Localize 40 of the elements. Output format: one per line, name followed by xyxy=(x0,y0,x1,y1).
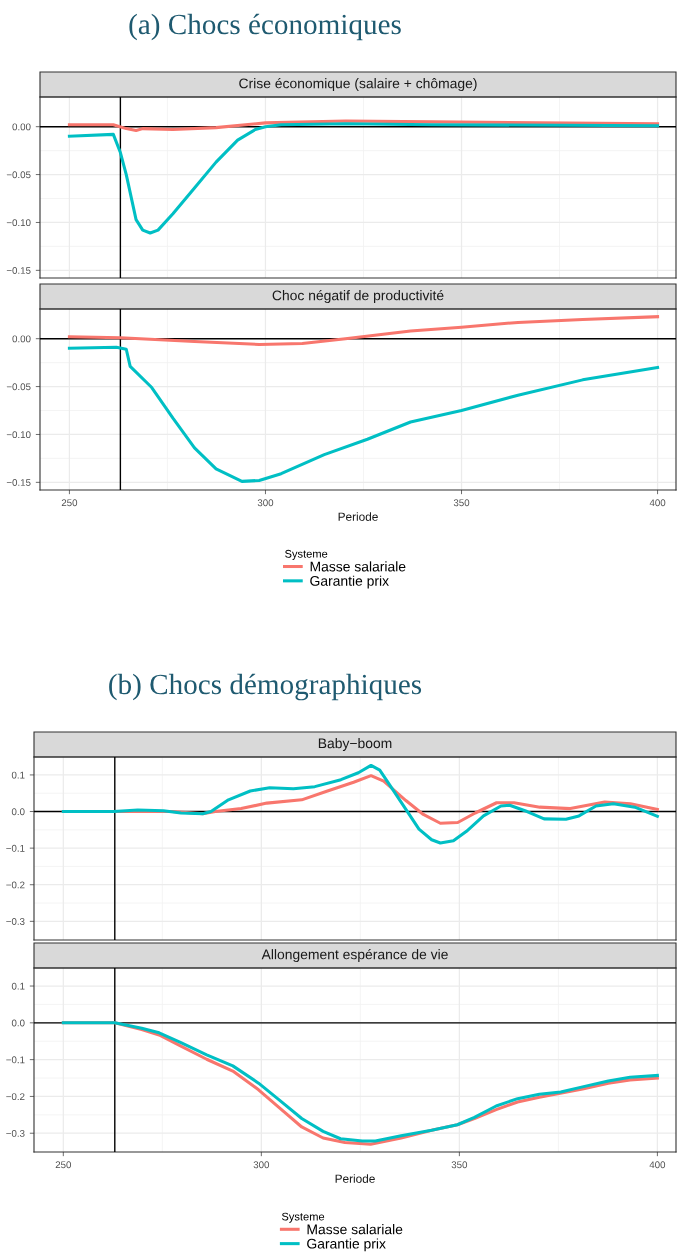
x-tick-label: 250 xyxy=(61,499,78,507)
chart-title: (b) Chocs démographiques xyxy=(109,673,422,701)
x-tick-label: 300 xyxy=(253,1161,270,1169)
chart-title: Allongement espérance de vie xyxy=(261,948,448,963)
x-tick-label: 400 xyxy=(649,1161,666,1169)
y-tick-label: −0.15 xyxy=(6,267,31,274)
x-tick-label: 350 xyxy=(453,499,470,507)
x-axis-title: Periode xyxy=(338,512,378,521)
y-tick-label: −0.15 xyxy=(6,479,31,486)
legend-label: Masse salariale xyxy=(310,561,406,572)
x-tick-label: 300 xyxy=(257,499,274,507)
y-tick-label: 0.00 xyxy=(12,123,31,131)
x-axis-title: Periode xyxy=(335,1174,375,1183)
legend-label: Garantie prix xyxy=(310,575,389,589)
y-tick-label: 0.0 xyxy=(11,1019,25,1027)
chart-title: (a) Chocs économiques xyxy=(129,13,401,41)
y-tick-label: −0.2 xyxy=(6,881,25,889)
chart-title: Choc négatif de productivité xyxy=(272,289,444,304)
x-tick-label: 400 xyxy=(649,499,666,507)
y-tick-label: −0.1 xyxy=(6,844,25,852)
y-tick-label: 0.1 xyxy=(11,771,25,779)
legend-title: Systeme xyxy=(285,549,328,560)
legend-title: Systeme xyxy=(281,1212,325,1223)
chart-subtitle: Crise économique (salaire + chômage) xyxy=(239,77,477,92)
y-tick-label: −0.3 xyxy=(6,918,25,925)
y-tick-label: −0.05 xyxy=(6,383,31,391)
y-tick-label: −0.05 xyxy=(6,171,31,179)
y-tick-label: −0.10 xyxy=(6,219,31,227)
legend-label: Garantie prix xyxy=(307,1238,386,1252)
chart-subtitle: Baby−boom xyxy=(318,738,392,751)
y-tick-label: −0.3 xyxy=(6,1129,25,1137)
y-tick-label: 0.00 xyxy=(12,335,31,343)
y-tick-label: −0.10 xyxy=(6,431,31,439)
x-tick-label: 350 xyxy=(451,1161,468,1169)
y-tick-label: 0.0 xyxy=(11,808,25,816)
x-tick-label: 250 xyxy=(55,1161,72,1169)
legend-label: Masse salariale xyxy=(307,1224,403,1235)
y-tick-label: −0.2 xyxy=(6,1093,25,1101)
y-tick-label: 0.1 xyxy=(11,982,25,990)
y-tick-label: −0.1 xyxy=(6,1056,25,1064)
